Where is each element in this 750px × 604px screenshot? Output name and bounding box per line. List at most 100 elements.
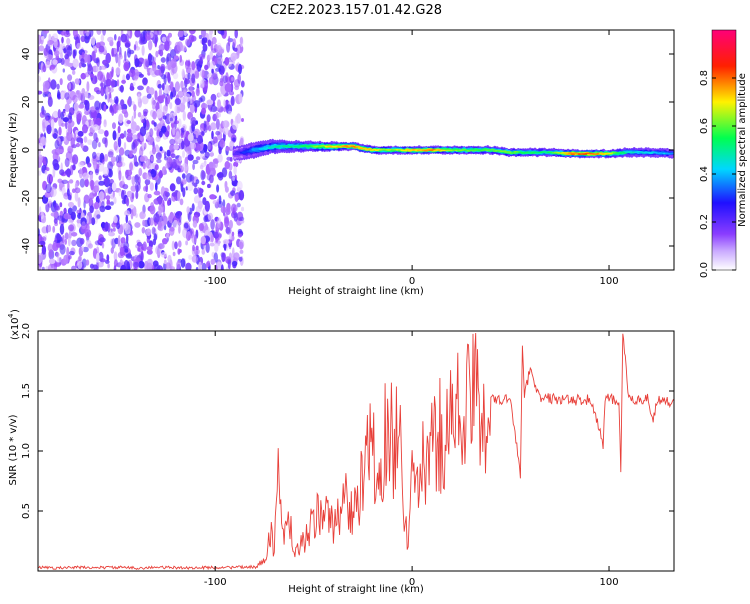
heatmap-noise-cell (233, 47, 238, 52)
heatmap-noise-cell (198, 187, 203, 198)
heatmap-noise-cell (109, 98, 113, 103)
heatmap-noise-cell (185, 59, 189, 70)
heatmap-noise-cell (239, 249, 244, 254)
heatmap-noise-cell (97, 129, 105, 135)
heatmap-noise-cell (237, 233, 243, 238)
heatmap-noise-cell (110, 247, 115, 254)
heatmap-noise-cell (68, 82, 72, 90)
heatmap-noise-cell (166, 237, 169, 242)
heatmap-noise-cell (63, 212, 71, 220)
heatmap-noise-cell (161, 36, 167, 42)
colorbar-tick-label: 0.6 (699, 118, 710, 134)
heatmap-noise-cell (130, 209, 134, 220)
heatmap-ridge-cell (568, 152, 573, 154)
heatmap-noise-cell (215, 112, 220, 119)
heatmap-noise-cell (187, 133, 194, 142)
heatmap-noise-cell (107, 263, 110, 269)
heatmap-noise-cell (98, 191, 105, 201)
snr-x-tick-label: 0 (409, 577, 415, 588)
heatmap-noise-cell (153, 122, 157, 127)
heatmap-noise-cell (59, 220, 62, 225)
heatmap-noise-cell (239, 216, 245, 221)
heatmap-noise-cell (58, 116, 62, 127)
heatmap-noise-cell (187, 154, 194, 161)
heatmap-noise-cell (76, 42, 81, 50)
heatmap-noise-cell (171, 240, 175, 251)
heatmap-noise-cell (103, 77, 106, 83)
heatmap-noise-cell (61, 218, 65, 223)
heatmap-noise-cell (64, 92, 70, 100)
heatmap-noise-cell (224, 161, 231, 170)
heatmap-noise-cell (133, 261, 139, 268)
heatmap-noise-cell (66, 46, 73, 57)
heatmap-noise-cell (181, 127, 185, 133)
heatmap-noise-cell (172, 219, 179, 229)
heatmap-noise-cell (212, 200, 218, 205)
heatmap-noise-cell (215, 130, 221, 136)
heatmap-noise-cell (196, 135, 203, 144)
heatmap-noise-cell (234, 193, 239, 202)
heatmap-noise-cell (48, 258, 56, 264)
heatmap-noise-cell (142, 77, 148, 86)
snr-panel: -100 0 100 0.5 1.0 1.5 2.0 Height of straight… (7, 309, 675, 595)
heatmap-noise-cell (123, 241, 130, 250)
heatmap-noise-cell (80, 58, 85, 65)
heatmap-noise-cell (153, 213, 160, 223)
heatmap-noise-cell (115, 155, 120, 164)
heatmap-noise-cell (74, 49, 77, 57)
heatmap-noise-cell (119, 133, 125, 139)
heatmap-noise-cell (162, 115, 167, 120)
heatmap-noise-cell (222, 199, 226, 208)
heatmap-noise-cell (167, 72, 171, 83)
heatmap-noise-cell (170, 153, 176, 159)
heatmap-noise-cell (45, 167, 50, 172)
heatmap-noise-cell (238, 256, 243, 262)
heatmap-noise-cell (133, 155, 138, 166)
heatmap-noise-cell (192, 244, 195, 252)
heatmap-noise-cell (205, 242, 210, 253)
heatmap-noise-cell (199, 123, 205, 132)
heatmap-noise-cell (187, 72, 191, 80)
heatmap-noise-cell (146, 258, 153, 267)
heatmap-noise-cell (195, 120, 198, 125)
heatmap-noise-cell (217, 239, 221, 247)
heatmap-noise-cell (201, 180, 206, 186)
heatmap-noise-cell (169, 138, 176, 145)
heatmap-noise-cell (80, 93, 86, 104)
heatmap-noise-cell (159, 49, 164, 57)
heatmap-noise-cell (165, 162, 170, 169)
heatmap-noise-cell (72, 58, 79, 68)
heatmap-noise-cell (163, 74, 167, 85)
heatmap-noise-cell (95, 168, 99, 174)
heatmap-noise-cell (216, 198, 220, 209)
heatmap-noise-cell (95, 252, 100, 263)
heatmap-noise-cell (226, 42, 231, 53)
heatmap-noise-cell (241, 118, 244, 122)
heatmap-noise-cell (126, 190, 133, 198)
heatmap-noise-cell (201, 170, 206, 180)
heatmap-noise-cell (52, 133, 58, 139)
heatmap-noise-cell (195, 145, 202, 151)
heatmap-noise-cell (157, 83, 162, 89)
heatmap-noise-cell (107, 151, 114, 158)
heatmap-noise-cell (68, 218, 73, 224)
heatmap-noise-cell (217, 153, 223, 163)
snr-x-ticks: -100 0 100 (204, 331, 619, 588)
heatmap-noise-cell (163, 259, 167, 265)
heatmap-noise-cell (56, 83, 60, 90)
heatmap-noise-cell (142, 108, 149, 115)
heatmap-noise-cell (81, 51, 85, 59)
heatmap-noise-cell (82, 145, 89, 152)
snr-multiplier: (x10 4 ) (7, 309, 21, 340)
heatmap-noise-cell (144, 179, 151, 186)
heatmap-noise-cell (103, 104, 107, 112)
heatmap-noise-cell (171, 192, 177, 197)
heatmap-noise-cell (38, 142, 43, 151)
heatmap-noise-cell (172, 72, 179, 80)
heatmap-noise-cell (201, 69, 206, 80)
heatmap-noise-cell (146, 93, 152, 99)
heatmap-noise-cell (89, 192, 95, 200)
heatmap-noise-cell (168, 226, 175, 236)
colorbar-tick-label: 0.2 (699, 214, 710, 230)
